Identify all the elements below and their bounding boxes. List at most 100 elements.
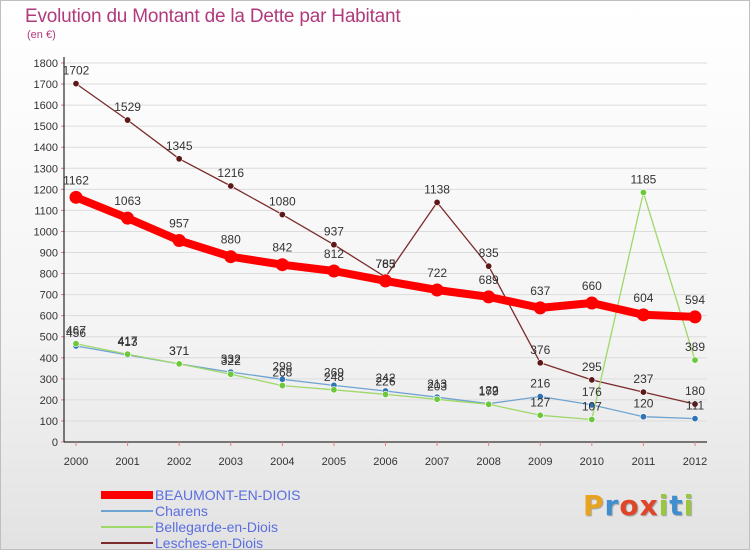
y-tick-label: 700 <box>40 290 58 302</box>
data-point <box>485 262 493 270</box>
data-label: 127 <box>530 395 550 409</box>
y-tick-label: 800 <box>40 269 58 281</box>
data-point <box>433 198 441 206</box>
y-tick-label: 1300 <box>34 163 58 175</box>
data-point <box>636 308 650 322</box>
legend-label: Lesches-en-Diois <box>155 535 264 551</box>
data-point <box>485 400 493 408</box>
data-point <box>124 350 132 358</box>
data-label: 237 <box>633 372 653 386</box>
y-tick-label: 200 <box>40 395 58 407</box>
data-point <box>430 283 444 297</box>
data-point <box>585 296 599 310</box>
data-label: 835 <box>479 246 499 260</box>
data-label: 180 <box>685 384 705 398</box>
legend-swatch <box>101 491 153 499</box>
data-label: 268 <box>272 366 292 380</box>
data-label: 689 <box>479 273 499 287</box>
data-point <box>275 258 289 272</box>
data-point <box>691 356 699 364</box>
data-label: 389 <box>685 340 705 354</box>
data-label: 203 <box>427 379 447 393</box>
y-tick-label: 1000 <box>34 226 58 238</box>
data-label: 1063 <box>114 194 141 208</box>
data-label: 322 <box>221 354 241 368</box>
legend-swatch <box>101 510 153 512</box>
data-point <box>639 413 647 421</box>
data-label: 604 <box>633 291 653 305</box>
data-label: 783 <box>375 257 395 271</box>
data-point <box>536 411 544 419</box>
data-label: 637 <box>530 284 550 298</box>
y-tick-label: 300 <box>40 374 58 386</box>
data-label: 376 <box>530 343 550 357</box>
data-label: 957 <box>169 216 189 230</box>
data-label: 298 <box>272 359 292 373</box>
data-label: 269 <box>324 365 344 379</box>
x-tick-label: 2011 <box>632 456 656 468</box>
y-tick-label: 1700 <box>34 79 58 91</box>
logo-letter: x <box>639 489 659 522</box>
data-label: 1529 <box>114 100 141 114</box>
logo-letter: P <box>583 489 605 522</box>
data-label: 120 <box>633 397 653 411</box>
x-tick-label: 2010 <box>580 456 604 468</box>
data-point <box>121 211 135 225</box>
data-label: 880 <box>221 233 241 247</box>
data-label: 1138 <box>424 182 450 196</box>
data-point <box>72 340 80 348</box>
data-label: 226 <box>375 374 395 388</box>
data-point <box>433 395 441 403</box>
x-tick-label: 2007 <box>425 456 449 468</box>
x-tick-label: 2002 <box>167 456 191 468</box>
x-tick-label: 2012 <box>683 456 707 468</box>
data-point <box>588 401 596 409</box>
x-tick-label: 2004 <box>270 456 294 468</box>
data-point <box>688 310 702 324</box>
y-tick-label: 1200 <box>34 184 58 196</box>
data-label: 937 <box>324 225 344 239</box>
data-point <box>224 250 238 264</box>
data-point <box>69 190 83 204</box>
y-tick-label: 100 <box>40 416 58 428</box>
logo-letter: o <box>619 489 640 522</box>
data-label: 765 <box>375 257 395 271</box>
data-point <box>327 264 341 278</box>
data-label: 467 <box>66 324 86 338</box>
data-point <box>278 382 286 390</box>
x-tick-label: 2009 <box>528 456 552 468</box>
y-tick-label: 900 <box>40 248 58 260</box>
x-tick-label: 2006 <box>373 456 397 468</box>
data-label: 1216 <box>217 166 244 180</box>
data-label: 371 <box>169 344 189 358</box>
y-tick-label: 1800 <box>34 58 58 70</box>
logo-letter: i <box>658 489 670 522</box>
y-tick-label: 1400 <box>34 142 58 154</box>
data-point <box>639 388 647 396</box>
data-point <box>175 155 183 163</box>
data-label: 1080 <box>269 195 296 209</box>
data-point <box>330 386 338 394</box>
data-label: 216 <box>530 377 550 391</box>
chart-subtitle: (en €) <box>27 29 56 41</box>
data-point <box>691 400 699 408</box>
data-label: 812 <box>324 247 344 261</box>
chart-title: Evolution du Montant de la Dette par Hab… <box>25 6 401 27</box>
proxiti-logo: Proxiti <box>583 489 694 522</box>
data-point <box>227 182 235 190</box>
data-point <box>588 415 596 423</box>
legend-swatch <box>101 526 153 528</box>
x-tick-label: 2008 <box>476 456 500 468</box>
data-point <box>691 415 699 423</box>
y-tick-label: 1100 <box>34 205 58 217</box>
data-label: 242 <box>375 371 395 385</box>
data-point <box>639 188 647 196</box>
data-point <box>124 116 132 124</box>
data-point <box>72 80 80 88</box>
data-label: 1162 <box>63 173 89 187</box>
x-tick-label: 2001 <box>115 456 139 468</box>
data-point <box>379 274 392 288</box>
data-point <box>175 360 183 368</box>
data-label: 413 <box>118 335 138 349</box>
data-label: 182 <box>479 384 499 398</box>
